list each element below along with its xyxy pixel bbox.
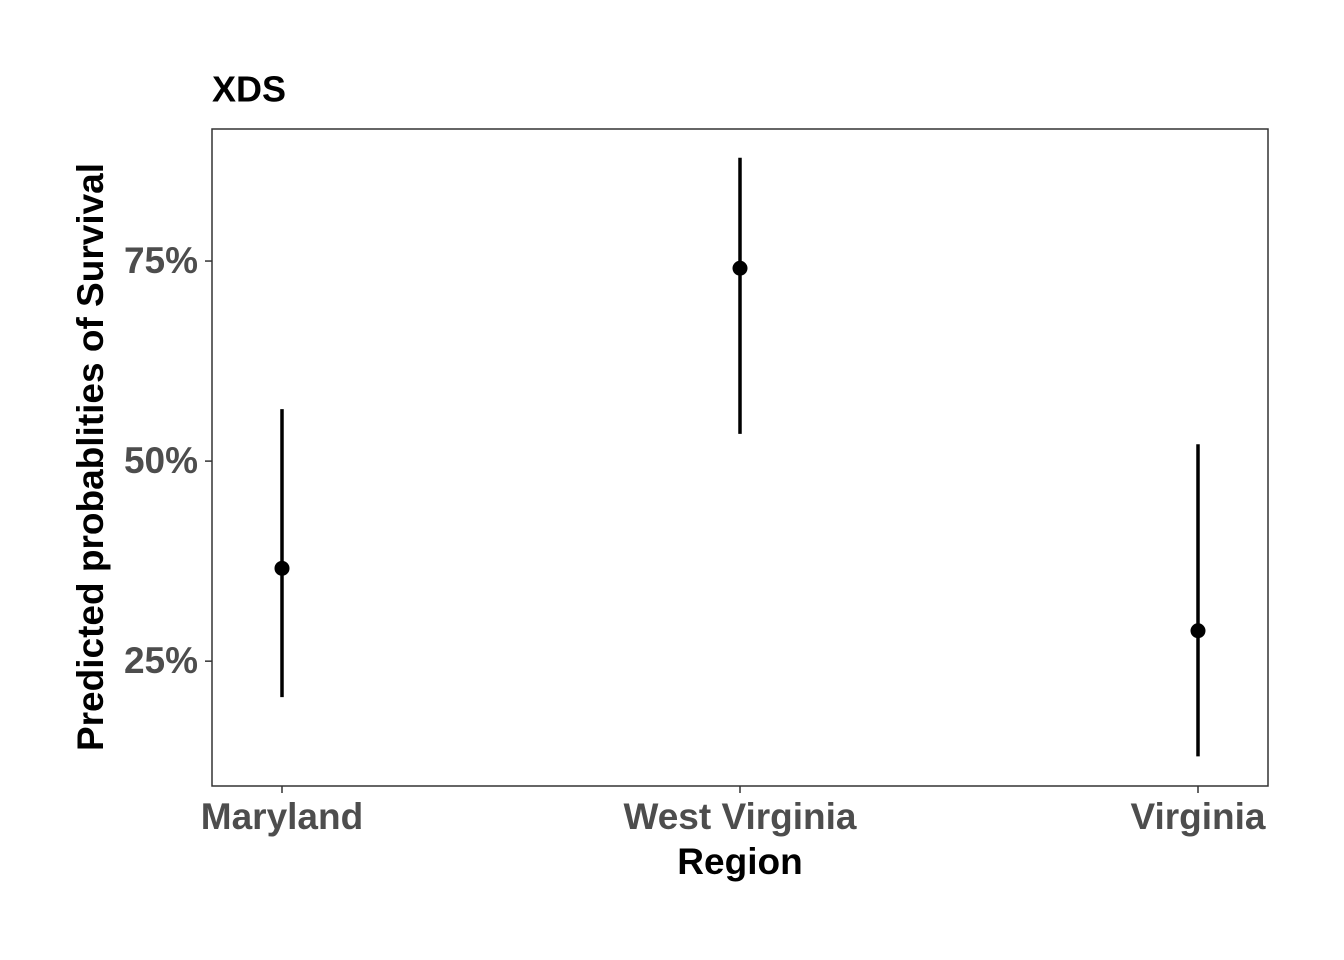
y-tick-label: 75%: [124, 240, 198, 281]
x-tick-label: Virginia: [1130, 796, 1265, 837]
y-tick-label: 25%: [124, 640, 198, 681]
y-tick-label: 50%: [124, 440, 198, 481]
chart-title: XDS: [212, 69, 286, 110]
point: [274, 560, 290, 576]
x-axis-title: Region: [677, 841, 802, 882]
point: [732, 260, 748, 276]
x-tick-label: Maryland: [201, 796, 363, 837]
point: [1190, 623, 1206, 639]
x-tick-label: West Virginia: [623, 796, 856, 837]
y-axis-title: Predicted probablities of Survival: [70, 163, 111, 751]
